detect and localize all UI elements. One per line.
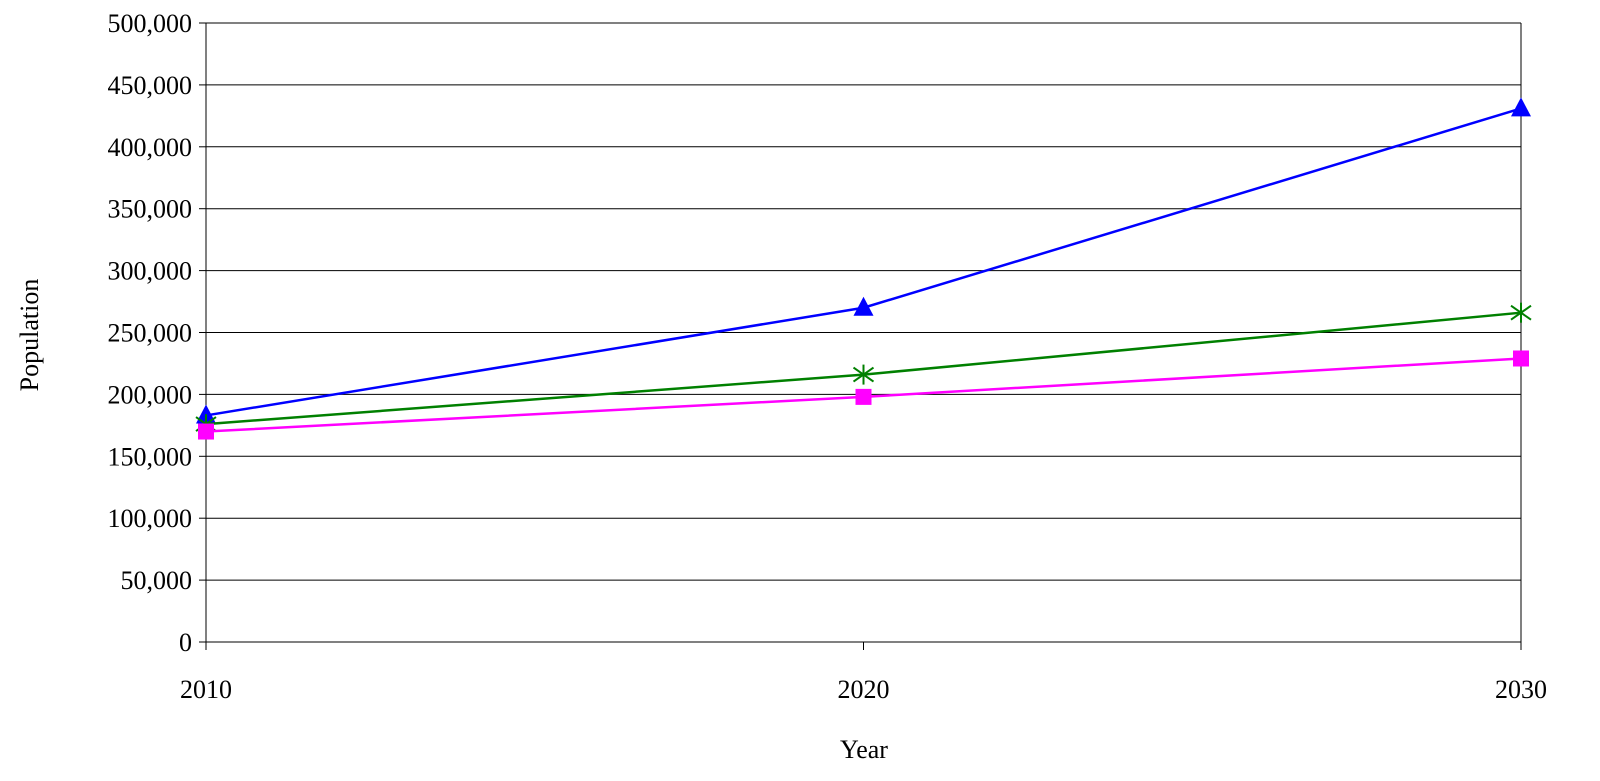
y-axis-title: Population xyxy=(15,279,44,392)
y-tick-label: 400,000 xyxy=(108,133,193,162)
data-point-asterisk xyxy=(852,364,875,385)
x-tick-label: 2010 xyxy=(180,675,232,704)
x-tick-label: 2020 xyxy=(838,675,890,704)
y-tick-label: 150,000 xyxy=(108,442,193,471)
tick-labels: 0 50,000 100,000 150,000 200,000 250,000 300,0… xyxy=(108,9,1548,704)
y-tick-label: 450,000 xyxy=(108,71,193,100)
x-tick-label: 2030 xyxy=(1495,675,1547,704)
data-point-triangle xyxy=(1511,97,1531,117)
y-tick-label: 50,000 xyxy=(121,566,193,595)
y-tick-label: 300,000 xyxy=(108,257,193,286)
x-axis-title: Year xyxy=(840,735,888,764)
y-tick-label: 100,000 xyxy=(108,504,193,533)
y-tick-label: 250,000 xyxy=(108,319,193,348)
y-tick-label: 350,000 xyxy=(108,195,193,224)
series-group xyxy=(195,97,1532,440)
data-point-square xyxy=(855,388,872,405)
y-tick-label: 200,000 xyxy=(108,380,193,409)
grid-lines xyxy=(206,22,1521,581)
series-triangle xyxy=(196,97,1531,424)
axes xyxy=(199,22,1522,650)
data-point-triangle xyxy=(196,404,216,424)
data-point-square xyxy=(198,423,214,440)
series-square xyxy=(198,350,1529,440)
y-tick-label: 0 xyxy=(179,628,192,657)
data-point-asterisk xyxy=(1510,302,1532,323)
data-point-triangle xyxy=(853,296,874,316)
y-tick-label: 500,000 xyxy=(108,9,193,38)
data-point-square xyxy=(1513,350,1529,367)
